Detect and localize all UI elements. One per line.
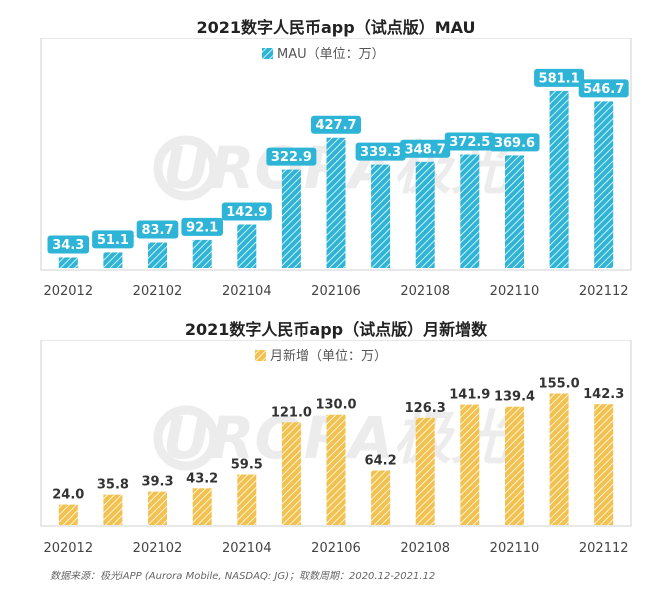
- x-tick-202102: 202102: [133, 541, 183, 556]
- bar-202104: [237, 224, 257, 268]
- data-label-202101: 35.8: [97, 478, 129, 493]
- bar-202106: [326, 414, 346, 525]
- x-tick-202012: 202012: [43, 284, 93, 299]
- data-label-202012: 24.0: [52, 488, 84, 503]
- data-label-202108: 348.7: [405, 142, 446, 157]
- x-tick-202108: 202108: [400, 541, 450, 556]
- bar-202104: [237, 474, 257, 525]
- data-label-202107: 339.3: [360, 145, 401, 160]
- bar-202107: [371, 164, 391, 268]
- x-tick-202110: 202110: [490, 541, 540, 556]
- data-label-202104: 59.5: [231, 458, 263, 473]
- data-label-box-202012: [47, 235, 90, 254]
- bar-202110: [505, 155, 524, 268]
- data-label-box-202109: [444, 132, 495, 151]
- bar-202102: [148, 491, 167, 525]
- bar-202108: [415, 161, 435, 268]
- data-label-202105: 322.9: [271, 150, 312, 165]
- x-tick-202112: 202112: [579, 284, 629, 299]
- legend-swatch: [255, 350, 266, 361]
- data-label-box-202103: [181, 217, 223, 236]
- data-label-202112: 142.3: [583, 387, 624, 402]
- x-tick-202106: 202106: [311, 541, 361, 556]
- data-label-202012: 34.3: [52, 238, 84, 253]
- bar-202109: [460, 154, 480, 268]
- bar-202012: [58, 504, 78, 525]
- data-label-202103: 92.1: [186, 220, 218, 235]
- bar-202012: [58, 257, 78, 268]
- x-tick-202108: 202108: [400, 284, 450, 299]
- bar-202112: [594, 404, 614, 525]
- data-label-box-202110: [489, 133, 540, 152]
- data-label-box-202102: [136, 220, 179, 239]
- data-label-202109: 372.5: [449, 135, 490, 150]
- legend-swatch: [262, 48, 273, 59]
- watermark-icon: [153, 135, 219, 201]
- bar-202107: [371, 470, 391, 525]
- chart-new-users: URORA极光月新增（单位：万）24.035.839.343.259.5121.…: [40, 340, 632, 556]
- data-label-box-202108: [400, 139, 451, 158]
- bar-202109: [460, 404, 480, 525]
- data-label-box-202101: [92, 230, 134, 249]
- x-tick-202112: 202112: [579, 541, 629, 556]
- data-label-202110: 369.6: [494, 136, 535, 151]
- data-label-202112: 546.7: [583, 82, 624, 97]
- data-label-202101: 51.1: [97, 233, 129, 248]
- bar-202101: [103, 252, 123, 268]
- data-label-box-202104: [221, 202, 272, 221]
- x-tick-202104: 202104: [222, 284, 272, 299]
- bar-202111: [549, 90, 569, 269]
- data-label-202110: 139.4: [494, 390, 535, 405]
- data-label-202104: 142.9: [226, 205, 267, 220]
- watermark-icon: [153, 405, 219, 471]
- bar-202108: [415, 417, 435, 525]
- x-tick-202012: 202012: [43, 541, 93, 556]
- bar-202103: [192, 488, 212, 525]
- legend-label: MAU（单位：万）: [277, 47, 385, 62]
- data-label-box-202112: [578, 79, 629, 98]
- data-label-202106: 427.7: [315, 118, 356, 133]
- data-label-202105: 121.0: [271, 405, 312, 420]
- chart-mau: URORA极光MAU（单位：万）34.351.183.792.1142.9322…: [40, 38, 632, 299]
- data-label-202102: 39.3: [141, 475, 173, 490]
- bar-202111: [549, 393, 569, 525]
- bar-202112: [594, 101, 614, 269]
- data-label-box-202105: [266, 147, 317, 166]
- x-tick-202104: 202104: [222, 541, 272, 556]
- x-tick-202110: 202110: [490, 284, 540, 299]
- data-label-202111: 155.0: [539, 377, 580, 392]
- bar-202102: [148, 242, 167, 268]
- chart-title-new: 2021数字人民币app（试点版）月新增数: [184, 320, 488, 339]
- bar-202105: [281, 422, 301, 525]
- x-tick-202102: 202102: [133, 284, 183, 299]
- data-label-202102: 83.7: [141, 223, 173, 238]
- data-label-box-202107: [355, 142, 406, 161]
- bar-202101: [103, 494, 123, 525]
- data-label-202103: 43.2: [186, 471, 218, 486]
- source-note: 数据来源：极光iAPP (Aurora Mobile, NASDAQ: JG)；…: [50, 571, 436, 582]
- data-label-202106: 130.0: [315, 398, 356, 413]
- data-label-202107: 64.2: [365, 454, 397, 469]
- bar-202103: [192, 239, 212, 268]
- legend-label: 月新增（单位：万）: [270, 348, 387, 364]
- data-label-202108: 126.3: [405, 401, 446, 416]
- data-label-202109: 141.9: [449, 388, 490, 403]
- legend: 月新增（单位：万）: [255, 348, 387, 364]
- chart-title-mau: 2021数字人民币app（试点版）MAU: [196, 18, 476, 37]
- data-label-box-202106: [311, 115, 361, 134]
- bar-202106: [326, 137, 346, 268]
- data-label-box-202111: [534, 68, 585, 87]
- legend: MAU（单位：万）: [262, 47, 385, 62]
- data-label-202111: 581.1: [539, 71, 580, 86]
- bar-202110: [505, 406, 524, 525]
- bar-202105: [281, 169, 301, 268]
- x-tick-202106: 202106: [311, 284, 361, 299]
